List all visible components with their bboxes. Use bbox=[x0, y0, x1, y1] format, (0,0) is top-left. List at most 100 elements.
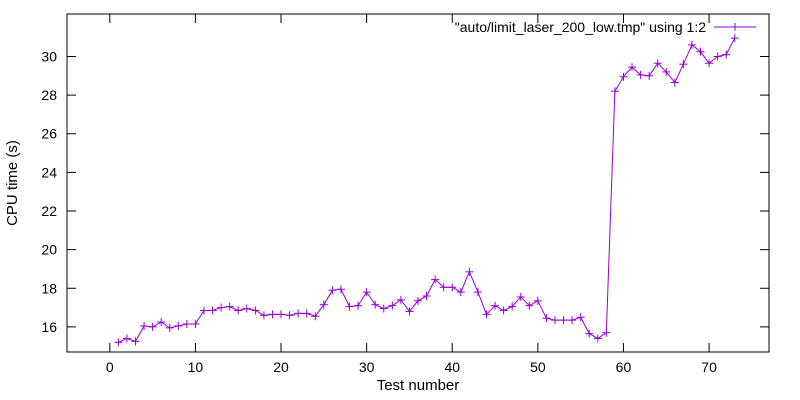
data-point bbox=[294, 309, 303, 318]
y-tick-label: 20 bbox=[41, 242, 57, 258]
y-tick-label: 28 bbox=[41, 87, 57, 103]
data-point bbox=[259, 311, 268, 320]
data-point bbox=[431, 275, 440, 284]
series-markers bbox=[114, 34, 739, 347]
data-point bbox=[182, 319, 191, 328]
data-point bbox=[217, 303, 226, 312]
data-point bbox=[122, 334, 131, 343]
data-point bbox=[679, 60, 688, 69]
x-axis-label: Test number bbox=[377, 377, 460, 394]
data-point bbox=[456, 288, 465, 297]
data-point bbox=[174, 321, 183, 330]
x-tick-label: 60 bbox=[616, 359, 632, 375]
data-point bbox=[448, 283, 457, 292]
x-tick-label: 50 bbox=[530, 359, 546, 375]
data-point bbox=[208, 306, 217, 315]
y-tick-label: 18 bbox=[41, 280, 57, 296]
data-point bbox=[730, 34, 739, 43]
y-tick-label: 26 bbox=[41, 126, 57, 142]
data-point bbox=[465, 267, 474, 276]
data-point bbox=[610, 87, 619, 96]
data-point bbox=[277, 310, 286, 319]
x-tick-label: 70 bbox=[701, 359, 717, 375]
data-point bbox=[328, 286, 337, 295]
x-tick-label: 0 bbox=[106, 359, 114, 375]
y-tick-label: 22 bbox=[41, 203, 57, 219]
data-point bbox=[251, 306, 260, 315]
data-point bbox=[687, 40, 696, 49]
data-point bbox=[525, 301, 534, 310]
data-point bbox=[482, 310, 491, 319]
y-tick-label: 16 bbox=[41, 319, 57, 335]
data-point bbox=[516, 292, 525, 301]
legend-marker bbox=[731, 23, 739, 31]
x-tick-label: 10 bbox=[188, 359, 204, 375]
data-point bbox=[670, 78, 679, 87]
y-tick-label: 24 bbox=[41, 164, 57, 180]
data-point bbox=[114, 338, 123, 347]
legend-entry-label: "auto/limit_laser_200_low.tmp" using 1:2 bbox=[455, 19, 706, 35]
legend-plus-marker bbox=[731, 23, 739, 31]
data-point bbox=[662, 67, 671, 76]
data-point bbox=[439, 283, 448, 292]
data-point bbox=[636, 70, 645, 79]
tick-marks bbox=[67, 14, 769, 352]
data-point bbox=[722, 50, 731, 59]
data-point bbox=[645, 71, 654, 80]
data-point bbox=[396, 295, 405, 304]
data-point bbox=[148, 322, 157, 331]
data-point bbox=[568, 316, 577, 325]
data-point bbox=[619, 72, 628, 81]
data-point bbox=[140, 321, 149, 330]
x-tick-label: 20 bbox=[273, 359, 289, 375]
data-point bbox=[268, 310, 277, 319]
data-point bbox=[345, 302, 354, 311]
data-point bbox=[191, 319, 200, 328]
data-point bbox=[319, 300, 328, 309]
data-point bbox=[491, 301, 500, 310]
tick-labels: 0 10 20 30 40 50 60 70 16 18 20 22 24 26 28 30 bbox=[41, 48, 717, 375]
data-point bbox=[696, 47, 705, 56]
data-point bbox=[285, 311, 294, 320]
y-axis-label: CPU time (s) bbox=[4, 140, 21, 226]
data-point bbox=[388, 301, 397, 310]
plot-border bbox=[66, 13, 770, 353]
data-point bbox=[713, 52, 722, 61]
data-point bbox=[559, 316, 568, 325]
data-point bbox=[131, 337, 140, 346]
data-point bbox=[405, 307, 414, 316]
data-point bbox=[234, 306, 243, 315]
data-point bbox=[705, 59, 714, 68]
data-point bbox=[225, 302, 234, 311]
data-point bbox=[508, 302, 517, 311]
data-point bbox=[362, 288, 371, 297]
data-point bbox=[602, 328, 611, 337]
data-point bbox=[157, 318, 166, 327]
data-point bbox=[414, 296, 422, 305]
data-point bbox=[628, 63, 637, 72]
data-point bbox=[550, 316, 559, 325]
data-point bbox=[593, 334, 602, 343]
data-point bbox=[542, 314, 551, 323]
data-point bbox=[499, 306, 508, 315]
data-point bbox=[585, 329, 594, 338]
data-point bbox=[371, 300, 380, 309]
data-point bbox=[354, 301, 363, 310]
data-point bbox=[576, 313, 585, 322]
data-point bbox=[199, 306, 208, 315]
data-point bbox=[379, 304, 388, 313]
legend: "auto/limit_laser_200_low.tmp" using 1:2 bbox=[455, 19, 756, 35]
y-tick-label: 30 bbox=[41, 48, 57, 64]
data-point bbox=[473, 288, 482, 297]
data-point bbox=[533, 296, 542, 305]
series-layer bbox=[114, 34, 739, 347]
data-point bbox=[422, 291, 431, 300]
data-point bbox=[336, 285, 345, 294]
data-point bbox=[311, 312, 320, 321]
x-tick-label: 30 bbox=[359, 359, 375, 375]
data-point bbox=[302, 309, 311, 318]
data-point bbox=[242, 304, 251, 313]
data-point bbox=[165, 323, 174, 332]
data-point bbox=[653, 59, 662, 68]
